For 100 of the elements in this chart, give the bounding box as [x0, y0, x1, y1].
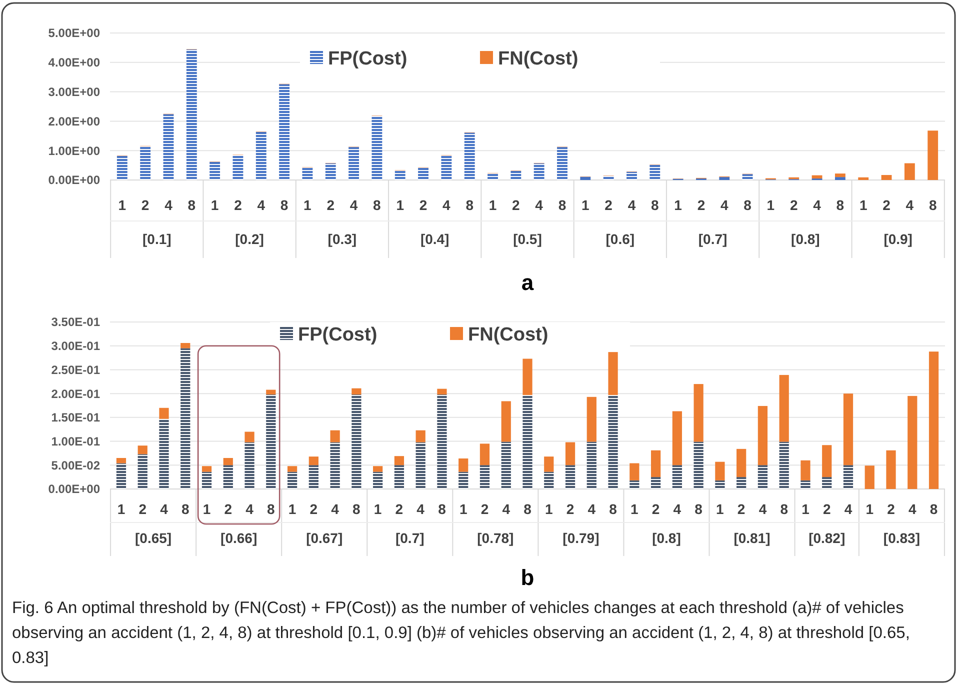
x-tick-label: 2 [310, 501, 318, 517]
bar [779, 374, 789, 442]
x-tick-label: 8 [524, 501, 532, 517]
text: [0.8] [652, 530, 681, 546]
bar [928, 352, 939, 489]
legend-label: FP(Cost) [298, 324, 378, 346]
x-tick-label: 1 [802, 501, 810, 517]
bar [522, 395, 532, 489]
text: [0.6] [606, 231, 635, 247]
x-tick-label: 4 [628, 197, 636, 213]
x-tick-label: 4 [257, 197, 266, 213]
bar [608, 395, 618, 489]
text: b [520, 565, 534, 590]
bar [418, 168, 428, 180]
x-tick-label: 8 [188, 197, 196, 213]
x-tick-label: 1 [374, 501, 382, 517]
bar [266, 394, 276, 489]
x-tick-label: 8 [280, 197, 288, 213]
bar [352, 394, 362, 489]
x-tick-label: 8 [352, 501, 361, 517]
x-tick-label: 2 [512, 197, 520, 213]
bar [843, 465, 854, 489]
x-tick-label: 1 [459, 501, 468, 517]
bar [180, 348, 190, 489]
bar [603, 176, 614, 180]
bar [715, 462, 725, 480]
x-tick-label: 1 [396, 197, 404, 213]
x-tick-label: 4 [502, 501, 510, 517]
bar [908, 396, 918, 489]
text: [0.67] [306, 530, 343, 546]
bar [630, 480, 640, 489]
legend-label: FN(Cost) [498, 48, 578, 70]
bar [163, 114, 174, 180]
x-tick-label: 2 [141, 197, 150, 213]
bar [348, 147, 359, 180]
x-tick-label: 1 [716, 501, 724, 517]
bar [650, 450, 661, 478]
bar [202, 472, 212, 489]
x-tick-label: 1 [582, 197, 590, 213]
x-tick-label: 2 [652, 501, 660, 517]
y-tick-label: 2.00E+00 [48, 114, 100, 128]
bar [441, 155, 452, 180]
x-tick-label: 2 [234, 197, 242, 213]
bar [330, 430, 340, 442]
text: [0.78] [477, 530, 514, 546]
bar [650, 164, 660, 180]
x-tick-label: 1 [866, 501, 874, 517]
bar [140, 146, 151, 180]
bar [672, 411, 682, 466]
bar [180, 342, 190, 348]
bar [586, 442, 596, 489]
bar [352, 388, 362, 395]
bar [758, 406, 768, 466]
text: [0.66] [220, 530, 258, 546]
bar [858, 177, 869, 180]
x-tick-label: 1 [117, 501, 126, 517]
bar [308, 465, 318, 489]
bar [834, 177, 846, 180]
x-tick-label: 2 [790, 197, 798, 213]
x-tick-label: 1 [288, 501, 296, 517]
text: [0.5] [513, 231, 542, 247]
x-tick-label: 2 [887, 501, 896, 517]
x-tick-label: 4 [813, 197, 822, 213]
text: [0.82] [808, 530, 846, 546]
text: [0.8] [791, 231, 820, 247]
bar [437, 388, 447, 395]
bar [928, 130, 938, 180]
bar [116, 156, 128, 180]
text: [0.65] [135, 530, 172, 546]
x-tick-label: 2 [737, 501, 746, 517]
x-tick-label: 1 [544, 501, 553, 517]
x-tick-label: 1 [859, 197, 868, 213]
text: [0.9] [884, 231, 912, 247]
x-tick-label: 8 [836, 197, 844, 213]
bar [325, 163, 336, 180]
bar [394, 456, 404, 466]
y-tick-label: 1.00E+00 [48, 144, 100, 158]
x-tick-label: 2 [419, 197, 428, 213]
y-tick-label: 5.00E+00 [48, 26, 100, 40]
x-tick-label: 2 [822, 501, 831, 517]
x-tick-label: 2 [138, 501, 147, 517]
bar [822, 477, 832, 489]
x-tick-label: 1 [202, 501, 211, 517]
bar [287, 472, 298, 489]
y-tick-label: 2.00E-01 [51, 386, 100, 401]
bar [501, 401, 511, 442]
bar [480, 465, 490, 489]
bar [630, 463, 640, 480]
bar [138, 454, 148, 489]
bar [302, 167, 313, 180]
x-tick-label: 8 [930, 501, 938, 517]
bar [534, 163, 544, 180]
bar [223, 458, 233, 466]
bar [822, 445, 832, 478]
bar [800, 480, 810, 489]
x-tick-label: 2 [697, 197, 706, 213]
text: [0.2] [235, 231, 264, 247]
x-tick-label: 1 [630, 501, 639, 517]
bar [565, 465, 576, 489]
x-tick-label: 8 [609, 501, 618, 517]
